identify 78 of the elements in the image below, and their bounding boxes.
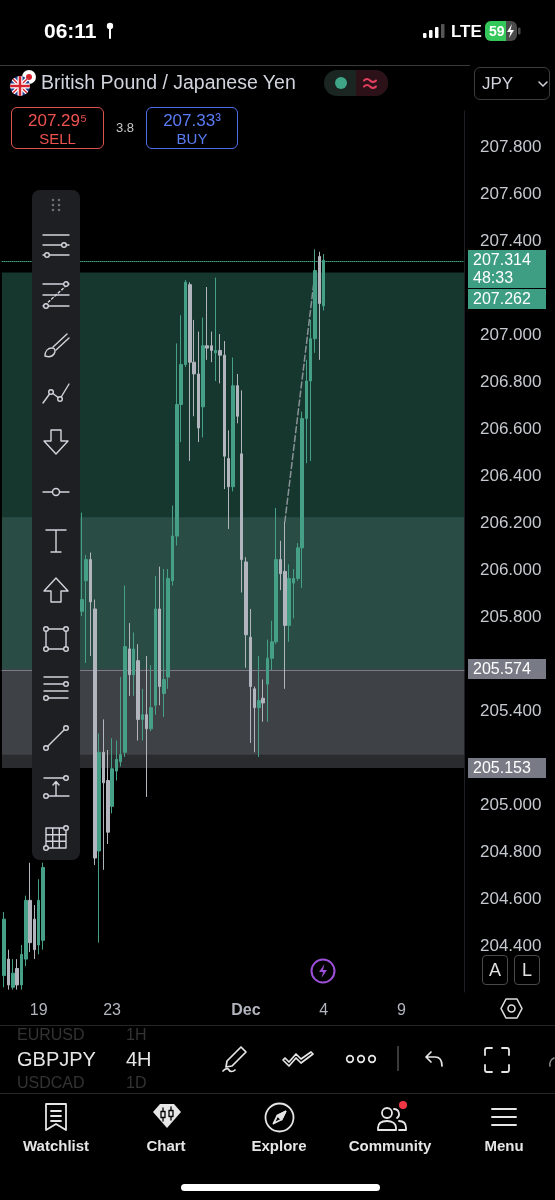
text: A [488,960,502,980]
text: Chart [146,1137,186,1154]
x-tick-label: 19 [29,1000,48,1018]
candlestick [41,862,45,951]
candlestick [249,608,252,744]
chart-title: British Pound / Japanese Yen [41,71,296,93]
candlestick [132,631,135,697]
x-tick-label: 23 [103,1000,122,1018]
annotation: 207.29⁵ [27,111,88,130]
candlestick [188,281,192,462]
y-tick-label: 207.800 [480,136,542,156]
candlestick [236,373,239,424]
candlestick [89,552,92,657]
candlestick [158,566,161,706]
candlestick [287,563,291,643]
candlestick [162,568,166,718]
text: Community [348,1137,432,1154]
x-tick-label: 4 [319,1000,329,1018]
candlestick [201,317,205,438]
candlestick [149,664,153,732]
x-tick-label: Dec [231,1000,261,1018]
candlestick [231,357,235,492]
candlestick [136,643,140,742]
y-tick-label: 206.600 [480,418,542,438]
y-tick-label: 206.400 [480,465,542,485]
candlestick [97,733,101,944]
ref-line-label: 207.314 48:33 [468,250,546,289]
candlestick [141,688,144,742]
y-tick-label: 204.400 [480,935,542,955]
candlestick [110,737,114,814]
candlestick [283,521,287,690]
candlestick [154,575,157,716]
annotation: 207.33³ [163,111,221,130]
candlestick [318,251,321,361]
text: Explore [251,1137,307,1154]
candlestick [7,949,10,991]
text: L [521,960,533,980]
y-tick-label: 206.800 [480,371,542,391]
text: 06:11 [44,19,97,42]
candlestick [240,389,243,593]
candlestick [205,286,209,361]
y-tick-label: 205.400 [480,700,542,720]
candlestick [214,277,217,382]
candlestick [261,678,265,723]
text: GBPJPY [17,1048,96,1070]
candlestick [253,686,256,753]
annotation: SELL [39,130,76,147]
text: 59 [489,23,505,39]
text: LTE [451,22,482,41]
y-tick-label: 206.000 [480,559,542,579]
y-tick-label: 206.200 [480,512,542,532]
candlestick [93,599,97,866]
text: Watchlist [22,1137,90,1154]
ref-line-label: 205.574 [468,659,546,680]
y-tick-label: 204.800 [480,841,542,861]
band-label: 207.262 [468,289,546,310]
y-tick-label: 205.000 [480,794,542,814]
band-label: 205.153 [468,758,546,779]
y-tick-label: 207.400 [480,230,542,250]
y-tick-label: 207.600 [480,183,542,203]
text: Menu [484,1137,524,1154]
candlestick [15,958,19,991]
text: JPY [482,74,514,93]
candlestick [257,655,261,758]
candlestick [244,556,248,669]
y-tick-label: 205.800 [480,606,542,626]
text: 4H [126,1048,152,1070]
annotation: BUY [176,130,208,147]
candlestick [145,655,148,798]
y-tick-label: 207.000 [480,324,542,344]
x-tick-label: 9 [396,1000,406,1018]
candlestick [11,958,15,991]
candlestick [2,911,6,988]
y-tick-label: 204.600 [480,888,542,908]
candlestick [227,429,230,530]
candlestick [123,584,127,758]
annotation: 3.8 [116,120,135,135]
candlestick [128,622,131,697]
